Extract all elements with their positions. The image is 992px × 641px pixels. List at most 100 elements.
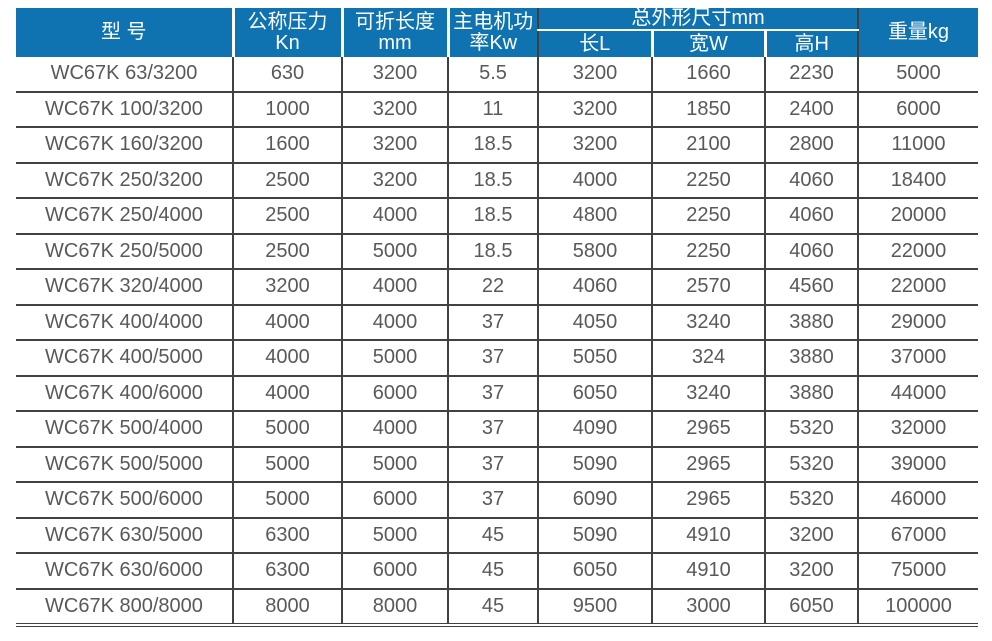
cell-pressure: 8000 xyxy=(232,588,342,627)
table-row: WC67K 500/6000 5000 6000 37 6090 2965 53… xyxy=(16,482,978,519)
cell-fold-length: 5000 xyxy=(341,340,448,377)
col-header-pressure-line1: 公称压力 xyxy=(247,10,328,33)
cell-motor-power: 45 xyxy=(447,553,538,590)
cell-weight: 37000 xyxy=(857,340,978,377)
cell-pressure: 6300 xyxy=(232,517,342,554)
col-header-weight: 重量kg xyxy=(857,8,978,57)
cell-dim-length: 9500 xyxy=(537,588,652,627)
cell-dim-width: 2965 xyxy=(651,446,765,483)
col-header-dim-w: 宽W xyxy=(650,30,765,57)
cell-dim-length: 6050 xyxy=(537,553,652,590)
table-body: WC67K 63/3200 630 3200 5.5 3200 1660 223… xyxy=(16,57,978,627)
cell-pressure: 630 xyxy=(232,57,342,93)
cell-pressure: 2500 xyxy=(232,198,342,235)
table-row: WC67K 400/5000 4000 5000 37 5050 324 388… xyxy=(16,340,978,377)
col-header-length-line1: 可折长度 xyxy=(355,10,435,33)
cell-dim-height: 3880 xyxy=(764,375,858,412)
cell-motor-power: 18.5 xyxy=(447,127,538,164)
cell-motor-power: 18.5 xyxy=(447,162,538,199)
table-row: WC67K 630/6000 6300 6000 45 6050 4910 32… xyxy=(16,553,978,590)
cell-dim-width: 2250 xyxy=(651,198,765,235)
cell-weight: 39000 xyxy=(857,446,978,483)
cell-dim-width: 4910 xyxy=(651,517,765,554)
cell-weight: 100000 xyxy=(857,588,978,627)
cell-dim-height: 3200 xyxy=(764,553,858,590)
cell-weight: 75000 xyxy=(857,553,978,590)
col-header-model: 型 号 xyxy=(16,8,233,57)
table-row: WC67K 500/5000 5000 5000 37 5090 2965 53… xyxy=(16,446,978,483)
cell-dim-height: 3200 xyxy=(764,517,858,554)
cell-model: WC67K 500/5000 xyxy=(16,446,233,483)
cell-weight: 22000 xyxy=(857,269,978,306)
table-header: 型 号 公称压力 Kn 可折长度 mm 主电机功 率Kw 总外形尺寸mm 重量k… xyxy=(16,8,978,57)
cell-weight: 44000 xyxy=(857,375,978,412)
cell-model: WC67K 630/5000 xyxy=(16,517,233,554)
table-row: WC67K 400/6000 4000 6000 37 6050 3240 38… xyxy=(16,375,978,412)
cell-dim-height: 6050 xyxy=(764,588,858,627)
cell-dim-width: 3000 xyxy=(651,588,765,627)
cell-dim-width: 2570 xyxy=(651,269,765,306)
cell-model: WC67K 400/6000 xyxy=(16,375,233,412)
cell-model: WC67K 800/8000 xyxy=(16,588,233,627)
cell-fold-length: 5000 xyxy=(341,446,448,483)
cell-motor-power: 18.5 xyxy=(447,198,538,235)
cell-dim-length: 5050 xyxy=(537,340,652,377)
cell-dim-height: 4560 xyxy=(764,269,858,306)
col-header-pressure-line2: Kn xyxy=(275,31,300,54)
cell-pressure: 4000 xyxy=(232,340,342,377)
cell-fold-length: 6000 xyxy=(341,553,448,590)
table-row: WC67K 100/3200 1000 3200 11 3200 1850 24… xyxy=(16,91,978,128)
cell-weight: 6000 xyxy=(857,91,978,128)
cell-dim-height: 2800 xyxy=(764,127,858,164)
cell-motor-power: 22 xyxy=(447,269,538,306)
cell-weight: 11000 xyxy=(857,127,978,164)
cell-pressure: 5000 xyxy=(232,411,342,448)
cell-weight: 5000 xyxy=(857,57,978,93)
cell-dim-length: 4060 xyxy=(537,269,652,306)
col-header-power-line1: 主电机功 xyxy=(453,10,534,33)
cell-model: WC67K 63/3200 xyxy=(16,57,233,93)
cell-motor-power: 45 xyxy=(447,588,538,627)
cell-dim-width: 4910 xyxy=(651,553,765,590)
cell-motor-power: 11 xyxy=(447,91,538,128)
table-row: WC67K 250/5000 2500 5000 18.5 5800 2250 … xyxy=(16,233,978,270)
cell-dim-length: 4090 xyxy=(537,411,652,448)
cell-dim-width: 3240 xyxy=(651,375,765,412)
cell-dim-width: 2250 xyxy=(651,162,765,199)
cell-dim-width: 2250 xyxy=(651,233,765,270)
cell-dim-height: 3880 xyxy=(764,340,858,377)
table-row: WC67K 500/4000 5000 4000 37 4090 2965 53… xyxy=(16,411,978,448)
cell-model: WC67K 250/4000 xyxy=(16,198,233,235)
cell-motor-power: 37 xyxy=(447,446,538,483)
cell-fold-length: 4000 xyxy=(341,269,448,306)
cell-dim-length: 5090 xyxy=(537,446,652,483)
cell-pressure: 4000 xyxy=(232,304,342,341)
col-header-length: 可折长度 mm xyxy=(340,8,448,57)
cell-fold-length: 3200 xyxy=(341,57,448,93)
cell-dim-width: 1660 xyxy=(651,57,765,93)
cell-dim-width: 3240 xyxy=(651,304,765,341)
cell-weight: 20000 xyxy=(857,198,978,235)
col-header-power: 主电机功 率Kw xyxy=(446,8,538,57)
cell-dim-height: 4060 xyxy=(764,198,858,235)
cell-motor-power: 5.5 xyxy=(447,57,538,93)
cell-model: WC67K 400/5000 xyxy=(16,340,233,377)
cell-dim-width: 324 xyxy=(651,340,765,377)
col-header-dim-h: 高H xyxy=(763,30,858,57)
cell-pressure: 2500 xyxy=(232,162,342,199)
cell-model: WC67K 250/3200 xyxy=(16,162,233,199)
cell-fold-length: 6000 xyxy=(341,375,448,412)
cell-dim-height: 2230 xyxy=(764,57,858,93)
cell-dim-height: 5320 xyxy=(764,482,858,519)
cell-fold-length: 3200 xyxy=(341,127,448,164)
table-row: WC67K 160/3200 1600 3200 18.5 3200 2100 … xyxy=(16,127,978,164)
cell-fold-length: 8000 xyxy=(341,588,448,627)
cell-model: WC67K 100/3200 xyxy=(16,91,233,128)
cell-fold-length: 5000 xyxy=(341,517,448,554)
cell-motor-power: 45 xyxy=(447,517,538,554)
cell-dim-height: 4060 xyxy=(764,233,858,270)
cell-dim-length: 3200 xyxy=(537,127,652,164)
cell-weight: 46000 xyxy=(857,482,978,519)
cell-fold-length: 4000 xyxy=(341,411,448,448)
